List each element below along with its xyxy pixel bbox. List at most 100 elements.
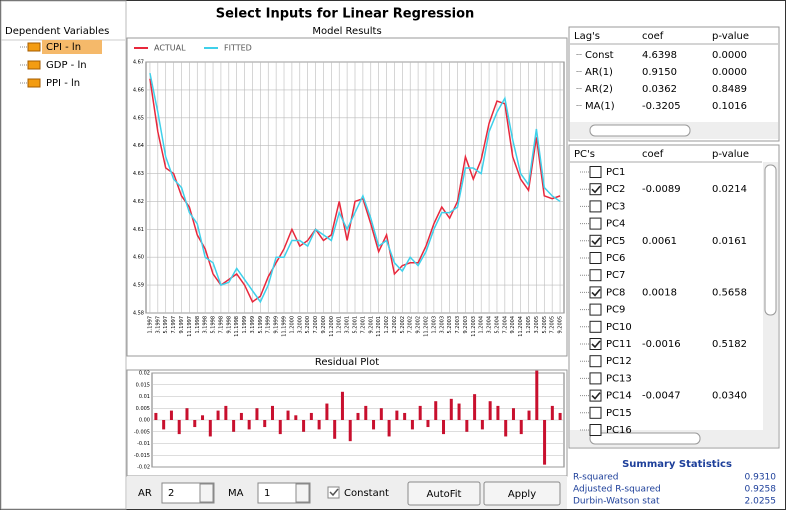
table-cell: 0.8489 (712, 84, 747, 95)
apply-button[interactable] (483, 481, 561, 506)
bar (201, 415, 205, 420)
bar (162, 420, 166, 430)
bar (519, 420, 523, 435)
table-cell: MA(1) (585, 101, 615, 112)
x-tick-label: 3.2005 (534, 316, 540, 334)
pc-label: PC5 (606, 236, 625, 247)
stat-label: R-squared (573, 473, 619, 483)
x-tick-label: 5.2001 (353, 316, 359, 334)
ma-label: MA (228, 488, 244, 499)
pc-label: PC11 (606, 339, 632, 350)
pc-checkbox (589, 424, 602, 436)
x-tick-label: 1.2001 (337, 316, 343, 334)
y-tick-label: 0.01 (139, 394, 150, 400)
x-tick-label: 7.1998 (218, 316, 224, 334)
x-tick-label: 7.2002 (408, 316, 414, 334)
bar (535, 370, 539, 420)
x-tick-label: 1.2005 (526, 316, 532, 334)
x-tick-label: 3.2003 (439, 316, 445, 334)
bar (511, 408, 515, 420)
x-tick-label: 11.1999 (282, 316, 288, 337)
y-tick-label: 4.67 (133, 60, 144, 66)
x-tick-label: 11.2004 (518, 316, 524, 337)
bar (550, 405, 554, 420)
y-tick-label: 4.66 (133, 87, 144, 93)
pc-label: PC16 (606, 425, 632, 436)
scroll-thumb[interactable] (764, 164, 777, 316)
y-tick-label: -0.005 (134, 429, 150, 435)
x-tick-label: 9.1998 (226, 316, 232, 334)
table-cell: 0.0000 (712, 67, 747, 78)
chart-title: Model Results (312, 26, 381, 37)
scroll-thumb[interactable] (589, 432, 701, 445)
y-tick-label: -0.015 (134, 453, 150, 459)
table-cell: 0.1016 (712, 101, 747, 112)
bar (208, 420, 212, 437)
y-tick-label: 0.015 (136, 382, 150, 388)
pc-label: PC4 (606, 219, 625, 230)
table-cell: 0.5658 (712, 287, 747, 298)
column-header: coef (642, 149, 664, 160)
check-mark (591, 392, 601, 400)
column-header: Lag's (574, 31, 600, 42)
x-tick-label: 9.1997 (179, 316, 185, 334)
x-tick-label: 7.2003 (455, 316, 461, 334)
series-line (149, 78, 561, 303)
bar (356, 412, 360, 420)
series-line (149, 73, 561, 304)
constant-checkbox[interactable] (327, 486, 340, 499)
bar (379, 408, 383, 420)
pc-checkbox (589, 200, 602, 213)
x-tick-label: 9.2004 (510, 316, 516, 334)
pc-checkbox (589, 320, 602, 333)
stat-value: 0.9258 (745, 485, 777, 495)
stat-value: 0.9310 (745, 473, 777, 483)
x-tick-label: 7.1997 (171, 316, 177, 334)
bar (442, 420, 446, 435)
bar (434, 401, 438, 420)
summary-title: Summary Statistics (622, 459, 732, 470)
pc-label: PC8 (606, 287, 625, 298)
bar (418, 405, 422, 420)
pc-checkbox (589, 372, 602, 385)
bar (239, 412, 243, 420)
x-tick-label: 9.2005 (558, 316, 564, 334)
x-tick-label: 11.2003 (471, 316, 477, 337)
bar (465, 420, 469, 432)
column-header: coef (642, 31, 664, 42)
bar (216, 410, 220, 420)
x-tick-label: 11.1997 (187, 316, 193, 337)
pc-label: PC12 (606, 356, 632, 367)
table-cell: Const (585, 50, 614, 61)
tree-dash: ┄ (576, 67, 582, 78)
bar (457, 403, 461, 420)
bar (340, 391, 344, 420)
column-header: p-value (712, 31, 749, 42)
scroll-thumb[interactable] (589, 124, 691, 137)
bar (270, 405, 274, 420)
selection (42, 40, 102, 54)
ar-label: AR (138, 488, 152, 499)
x-tick-label: 11.2002 (423, 316, 429, 337)
spin-button[interactable] (199, 483, 214, 503)
x-tick-label: 3.1999 (250, 316, 256, 334)
table-cell: 0.0362 (642, 84, 677, 95)
x-tick-label: 5.1999 (258, 316, 264, 334)
autofit-button[interactable] (407, 481, 481, 506)
y-tick-label: -0.02 (137, 465, 150, 471)
x-tick-label: 7.2000 (313, 316, 319, 334)
pc-checkbox (589, 269, 602, 282)
table-cell: 4.6398 (642, 50, 677, 61)
pc-label: PC1 (606, 167, 625, 178)
x-tick-label: 1.2000 (289, 316, 295, 334)
constant-label: Constant (344, 488, 389, 499)
stat-label: Adjusted R-squared (573, 485, 661, 495)
pc-label: PC14 (606, 391, 632, 402)
x-tick-label: 5.2002 (400, 316, 406, 334)
x-tick-label: 9.2000 (321, 316, 327, 334)
bar (286, 410, 290, 420)
pc-checkbox (589, 389, 602, 402)
spin-button[interactable] (295, 483, 310, 503)
pc-label: PC13 (606, 373, 632, 384)
ma-value: 1 (264, 488, 270, 499)
